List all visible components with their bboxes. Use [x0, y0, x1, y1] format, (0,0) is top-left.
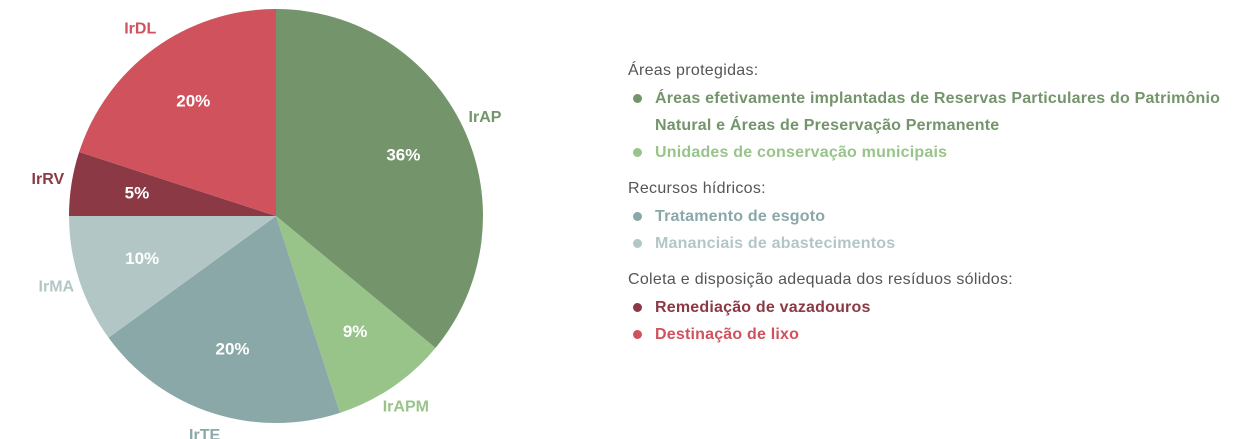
legend-item: Mananciais de abastecimentos [628, 230, 1228, 257]
pie-slice [69, 216, 276, 338]
legend-item: Áreas efetivamente implantadas de Reserv… [628, 85, 1228, 139]
legend-item: Remediação de vazadouros [628, 294, 1228, 321]
legend-label: Destinação de lixo [655, 326, 800, 343]
slice-value-label: 20% [215, 339, 249, 358]
slice-category-label: IrDL [124, 20, 156, 37]
legend-group: Recursos hídricos: Tratamento de esgoto Ma… [628, 180, 1228, 257]
legend-group-title: Coleta e disposição adequada dos resíduo… [628, 271, 1014, 288]
legend-marker [633, 239, 642, 248]
pie-slice [108, 216, 340, 423]
legend: Áreas protegidas: Áreas efetivamente impl… [628, 62, 1228, 362]
legend-marker [633, 148, 642, 157]
legend-marker [633, 330, 642, 339]
legend-label: Mananciais de abastecimentos [655, 235, 896, 252]
slice-value-label: 36% [386, 146, 420, 165]
legend-label: Tratamento de esgoto [655, 208, 826, 225]
pie-slice [79, 9, 276, 216]
legend-item: Tratamento de esgoto [628, 203, 1228, 230]
legend-item: Destinação de lixo [628, 321, 1228, 348]
slice-value-label: 9% [343, 322, 368, 341]
legend-item: Unidades de conservação municipais [628, 139, 1228, 166]
slice-value-label: 10% [125, 249, 159, 268]
legend-group-title: Áreas protegidas: [628, 62, 759, 79]
legend-label: Remediação de vazadouros [655, 299, 871, 316]
pie-chart: 36% IrAP 9% IrAPM 20% IrTE 10% IrMA 5% IrRV 20% IrD… [32, 9, 502, 439]
slice-category-label: IrRV [32, 171, 65, 188]
legend-marker [633, 303, 642, 312]
pie-slice [276, 9, 483, 348]
pie-slice [276, 216, 436, 413]
legend-group: Áreas protegidas: Áreas efetivamente impl… [628, 62, 1228, 166]
legend-group: Coleta e disposição adequada dos resíduo… [628, 271, 1228, 348]
legend-marker [633, 212, 642, 221]
legend-label: Unidades de conservação municipais [655, 144, 948, 161]
slice-value-label: 5% [125, 183, 150, 202]
legend-marker [633, 94, 642, 103]
legend-label: Áreas efetivamente implantadas de Reserv… [655, 90, 1221, 134]
slice-value-label: 20% [176, 92, 210, 111]
pie-slice [69, 152, 276, 216]
slice-category-label: IrAP [469, 109, 502, 126]
slice-category-label: IrMA [39, 279, 75, 296]
legend-group-title: Recursos hídricos: [628, 180, 766, 197]
slice-category-label: IrAPM [383, 398, 429, 415]
slice-category-label: IrTE [189, 427, 220, 439]
